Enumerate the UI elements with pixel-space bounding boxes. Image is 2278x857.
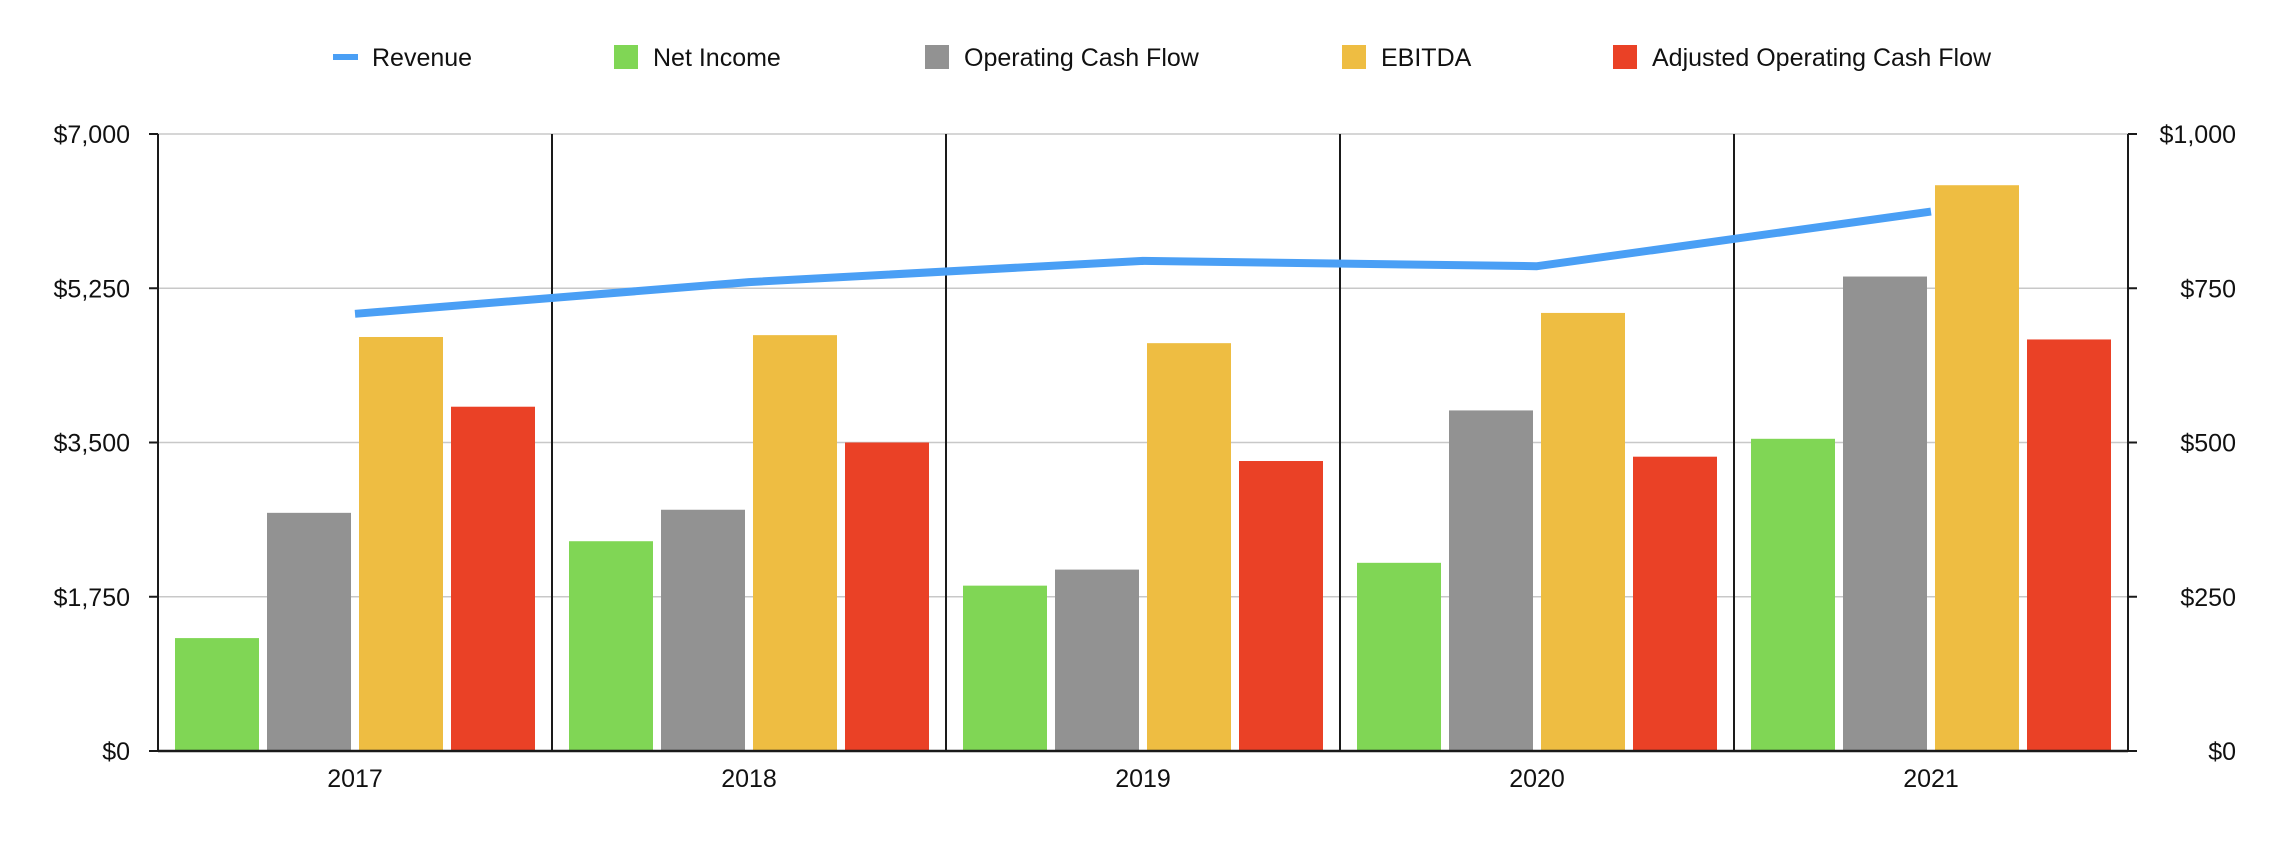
y-left-tick-label: $7,000 (54, 121, 130, 149)
bar-operating-cash-flow-2018 (661, 509, 745, 751)
bar-adjusted-operating-cash-flow-2020 (1633, 456, 1717, 751)
bar-ebitda-2018 (753, 335, 837, 751)
y-left-tick-label: $5,250 (54, 275, 130, 303)
bar-net-income-2021 (1751, 438, 1835, 751)
legend-swatch-ebitda (1342, 45, 1366, 69)
bar-adjusted-operating-cash-flow-2019 (1239, 461, 1323, 751)
bar-net-income-2018 (569, 541, 653, 751)
tick-labels: $0 $1,750 $3,500 $5,250 $7,000 $0 $250 $500 $750… (54, 121, 2236, 793)
legend-label-adjusted-operating-cash-flow: Adjusted Operating Cash Flow (1652, 44, 1992, 72)
x-tick-label: 2017 (327, 765, 383, 793)
legend: Revenue Net Income Operating Cash Flow EBIT… (333, 44, 1992, 72)
bar-operating-cash-flow-2017 (267, 512, 351, 751)
bar-ebitda-2021 (1935, 185, 2019, 751)
bar-operating-cash-flow-2019 (1055, 569, 1139, 751)
legend-label-revenue: Revenue (372, 44, 472, 72)
bar-net-income-2017 (175, 638, 259, 751)
y-right-tick-label: $500 (2180, 430, 2236, 458)
bar-operating-cash-flow-2020 (1449, 410, 1533, 751)
y-left-tick-label: $3,500 (54, 430, 130, 458)
y-right-tick-label: $1,000 (2160, 121, 2236, 149)
bar-ebitda-2017 (359, 336, 443, 751)
bar-adjusted-operating-cash-flow-2017 (451, 406, 535, 751)
x-tick-label: 2020 (1509, 765, 1565, 793)
legend-label-operating-cash-flow: Operating Cash Flow (964, 44, 1200, 72)
axes (149, 133, 2137, 753)
legend-swatch-operating-cash-flow (925, 45, 949, 69)
bar-net-income-2019 (963, 585, 1047, 751)
x-tick-label: 2021 (1903, 765, 1959, 793)
legend-swatch-net-income (614, 45, 638, 69)
bar-adjusted-operating-cash-flow-2018 (845, 442, 929, 751)
revenue-line-layer (354, 207, 1932, 318)
category-dividers (551, 134, 1735, 751)
legend-label-ebitda: EBITDA (1381, 44, 1472, 72)
x-tick-label: 2019 (1115, 765, 1171, 793)
bar-adjusted-operating-cash-flow-2021 (2027, 339, 2111, 751)
y-right-tick-label: $0 (2208, 738, 2236, 766)
y-right-tick-label: $250 (2180, 584, 2236, 612)
y-left-tick-label: $0 (102, 738, 130, 766)
bar-net-income-2020 (1357, 562, 1441, 751)
bar-operating-cash-flow-2021 (1843, 276, 1927, 751)
legend-swatch-adjusted-operating-cash-flow (1613, 45, 1637, 69)
y-right-tick-label: $750 (2180, 275, 2236, 303)
bar-ebitda-2019 (1147, 343, 1231, 751)
y-left-tick-label: $1,750 (54, 584, 130, 612)
bars (175, 185, 2111, 751)
bar-ebitda-2020 (1541, 312, 1625, 751)
x-tick-label: 2018 (721, 765, 777, 793)
legend-label-net-income: Net Income (653, 44, 781, 72)
revenue-line (354, 207, 1932, 318)
